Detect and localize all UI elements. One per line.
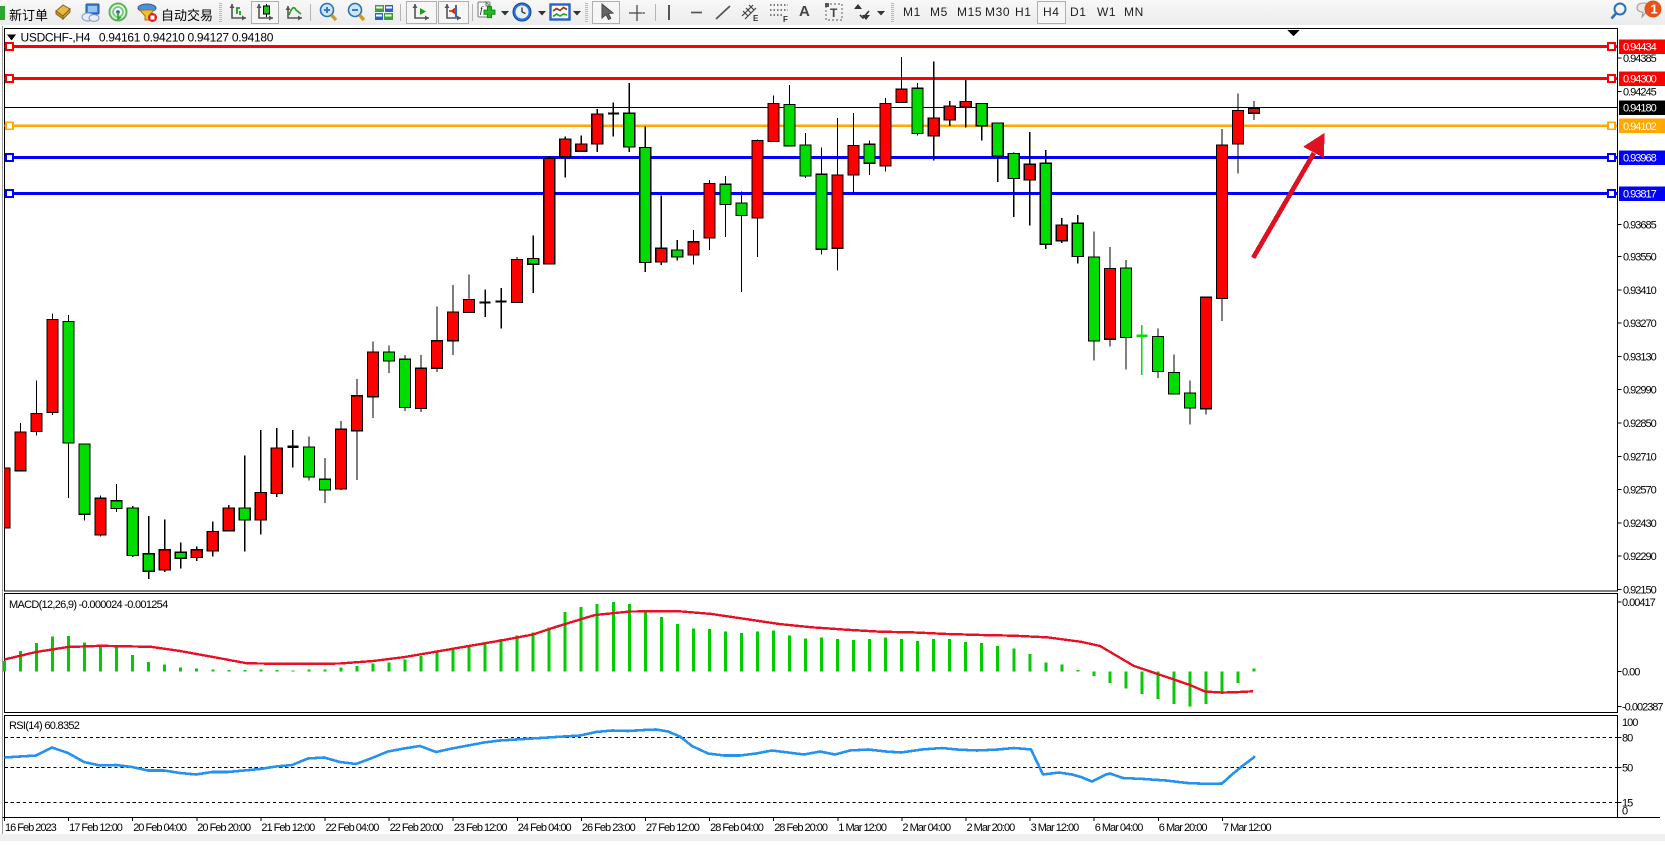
svg-text:0.93685: 0.93685 xyxy=(1623,220,1657,232)
svg-text:0.92150: 0.92150 xyxy=(1623,584,1657,596)
svg-text:0.92850: 0.92850 xyxy=(1623,418,1657,430)
svg-text:26 Feb 23:00: 26 Feb 23:00 xyxy=(582,822,636,834)
svg-text:16 Feb 2023: 16 Feb 2023 xyxy=(5,822,57,834)
svg-text:-0.002387: -0.002387 xyxy=(1622,701,1663,713)
svg-text:100: 100 xyxy=(1622,717,1638,729)
svg-text:0.94102: 0.94102 xyxy=(1623,121,1657,133)
svg-text:7 Mar 12:00: 7 Mar 12:00 xyxy=(1223,822,1272,834)
svg-text:0.93270: 0.93270 xyxy=(1623,318,1657,330)
svg-text:0.93130: 0.93130 xyxy=(1623,351,1657,363)
svg-text:0.93817: 0.93817 xyxy=(1623,189,1657,201)
svg-text:17 Feb 12:00: 17 Feb 12:00 xyxy=(69,822,123,834)
svg-text:2 Mar 20:00: 2 Mar 20:00 xyxy=(967,822,1016,834)
svg-text:2 Mar 04:00: 2 Mar 04:00 xyxy=(902,822,951,834)
svg-text:0.92430: 0.92430 xyxy=(1623,518,1657,530)
svg-text:0.92570: 0.92570 xyxy=(1623,485,1657,497)
svg-text:MACD(12,26,9) -0.000024 -0.001: MACD(12,26,9) -0.000024 -0.001254 xyxy=(9,599,168,611)
svg-text:0.94180: 0.94180 xyxy=(1623,103,1657,115)
svg-text:3 Mar 12:00: 3 Mar 12:00 xyxy=(1031,822,1080,834)
svg-text:22 Feb 04:00: 22 Feb 04:00 xyxy=(326,822,380,834)
svg-text:1: 1 xyxy=(1651,2,1658,17)
svg-text:0: 0 xyxy=(1622,806,1628,818)
svg-text:1 Mar 12:00: 1 Mar 12:00 xyxy=(838,822,887,834)
svg-text:F: F xyxy=(783,15,788,24)
svg-text:USDCHF-,H4 0.94161 0.94210 0.: USDCHF-,H4 0.94161 0.94210 0.94127 0.941… xyxy=(21,31,274,45)
svg-text:0.93550: 0.93550 xyxy=(1623,252,1657,264)
svg-text:0.94434: 0.94434 xyxy=(1623,42,1657,54)
svg-text:50: 50 xyxy=(1622,762,1633,774)
svg-text:23 Feb 12:00: 23 Feb 12:00 xyxy=(454,822,508,834)
svg-text:21 Feb 12:00: 21 Feb 12:00 xyxy=(261,822,315,834)
svg-text:20 Feb 04:00: 20 Feb 04:00 xyxy=(133,822,187,834)
svg-text:6 Mar 04:00: 6 Mar 04:00 xyxy=(1095,822,1144,834)
svg-text:0.92290: 0.92290 xyxy=(1623,551,1657,563)
svg-text:24 Feb 04:00: 24 Feb 04:00 xyxy=(518,822,572,834)
svg-text:f: f xyxy=(480,5,484,15)
svg-text:0.00: 0.00 xyxy=(1622,666,1640,678)
svg-text:80: 80 xyxy=(1622,732,1633,744)
svg-text:0.94300: 0.94300 xyxy=(1623,74,1657,86)
svg-text:28 Feb 20:00: 28 Feb 20:00 xyxy=(774,822,828,834)
svg-text:E: E xyxy=(753,14,759,23)
svg-text:0.00417: 0.00417 xyxy=(1622,597,1656,609)
svg-text:20 Feb 20:00: 20 Feb 20:00 xyxy=(197,822,251,834)
svg-text:T: T xyxy=(830,6,838,20)
svg-text:0.94385: 0.94385 xyxy=(1623,53,1657,65)
svg-text:6 Mar 20:00: 6 Mar 20:00 xyxy=(1159,822,1208,834)
svg-text:27 Feb 12:00: 27 Feb 12:00 xyxy=(646,822,700,834)
svg-text:0.94245: 0.94245 xyxy=(1623,86,1657,98)
svg-text:RSI(14) 60.8352: RSI(14) 60.8352 xyxy=(9,720,80,732)
svg-text:28 Feb 04:00: 28 Feb 04:00 xyxy=(710,822,764,834)
svg-text:0.92990: 0.92990 xyxy=(1623,385,1657,397)
svg-text:0.92710: 0.92710 xyxy=(1623,451,1657,463)
svg-text:0.93968: 0.93968 xyxy=(1623,153,1657,165)
svg-text:0.93410: 0.93410 xyxy=(1623,285,1657,297)
svg-text:15: 15 xyxy=(1622,797,1633,809)
svg-text:22 Feb 20:00: 22 Feb 20:00 xyxy=(390,822,444,834)
